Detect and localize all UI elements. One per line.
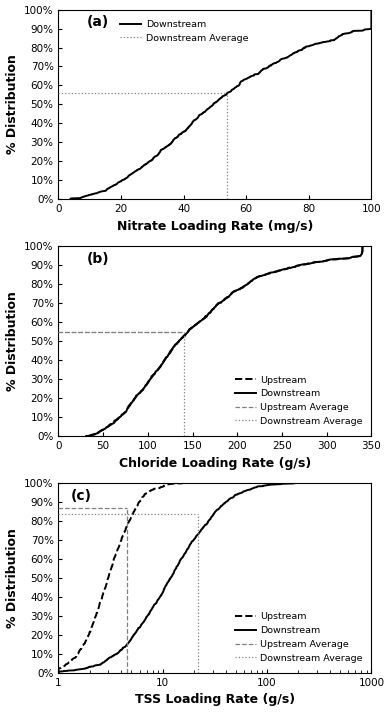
Text: (c): (c)	[71, 489, 92, 503]
Legend: Upstream, Downstream, Upstream Average, Downstream Average: Upstream, Downstream, Upstream Average, …	[231, 609, 367, 666]
Text: (b): (b)	[87, 252, 109, 266]
Y-axis label: % Distribution: % Distribution	[5, 291, 19, 391]
X-axis label: Chloride Loading Rate (g/s): Chloride Loading Rate (g/s)	[119, 456, 311, 470]
X-axis label: TSS Loading Rate (g/s): TSS Loading Rate (g/s)	[135, 693, 295, 706]
Text: (a): (a)	[87, 15, 109, 29]
Legend: Downstream, Downstream Average: Downstream, Downstream Average	[116, 16, 252, 46]
X-axis label: Nitrate Loading Rate (mg/s): Nitrate Loading Rate (mg/s)	[117, 220, 313, 233]
Y-axis label: % Distribution: % Distribution	[5, 528, 19, 628]
Legend: Upstream, Downstream, Upstream Average, Downstream Average: Upstream, Downstream, Upstream Average, …	[231, 372, 367, 429]
Y-axis label: % Distribution: % Distribution	[5, 55, 19, 155]
